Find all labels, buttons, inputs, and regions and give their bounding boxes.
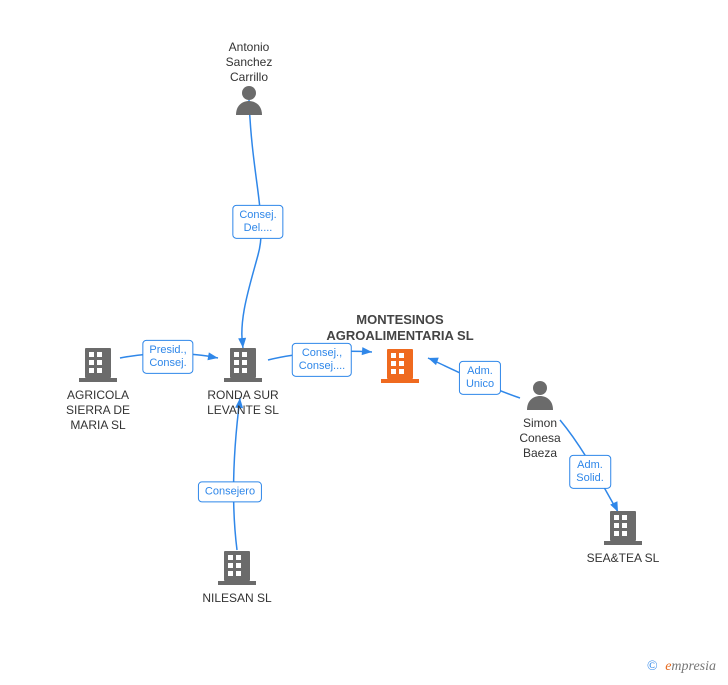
edge-e4 [428, 358, 520, 398]
node-ronda: RONDA SUR LEVANTE SL [183, 384, 303, 418]
node-antonio: Antonio Sanchez Carrillo [189, 36, 309, 85]
building-icon [604, 511, 642, 545]
node-label: Antonio Sanchez Carrillo [189, 40, 309, 85]
edge-label-e1: Consej. Del.... [232, 205, 283, 239]
node-seatea: SEA&TEA SL [563, 547, 683, 566]
person-icon [236, 86, 262, 115]
watermark: © empresia [647, 659, 716, 675]
edge-e6 [234, 398, 240, 550]
node-agricola: AGRICOLA SIERRA DE MARIA SL [38, 384, 158, 433]
node-label: MONTESINOS AGROALIMENTARIA SL [310, 312, 490, 345]
person-icon [527, 381, 553, 410]
edge-label-e2: Presid., Consej. [142, 340, 193, 374]
node-nilesan: NILESAN SL [177, 587, 297, 606]
node-label: SEA&TEA SL [563, 551, 683, 566]
node-montesinos: MONTESINOS AGROALIMENTARIA SL [310, 308, 490, 349]
node-simon: Simon Conesa Baeza [480, 412, 600, 461]
edge-label-e4: Adm. Unico [459, 361, 501, 395]
copyright-symbol: © [647, 659, 658, 674]
edge-label-e6: Consejero [198, 481, 262, 502]
watermark-rest: mpresia [671, 659, 716, 674]
building-icon [381, 349, 419, 383]
node-label: NILESAN SL [177, 591, 297, 606]
building-icon [218, 551, 256, 585]
node-label: Simon Conesa Baeza [480, 416, 600, 461]
building-icon [224, 348, 262, 382]
edge-e1 [242, 100, 261, 348]
edge-e2 [120, 354, 218, 359]
edge-e3 [268, 351, 372, 360]
node-label: AGRICOLA SIERRA DE MARIA SL [38, 388, 158, 433]
node-label: RONDA SUR LEVANTE SL [183, 388, 303, 418]
building-icon [79, 348, 117, 382]
